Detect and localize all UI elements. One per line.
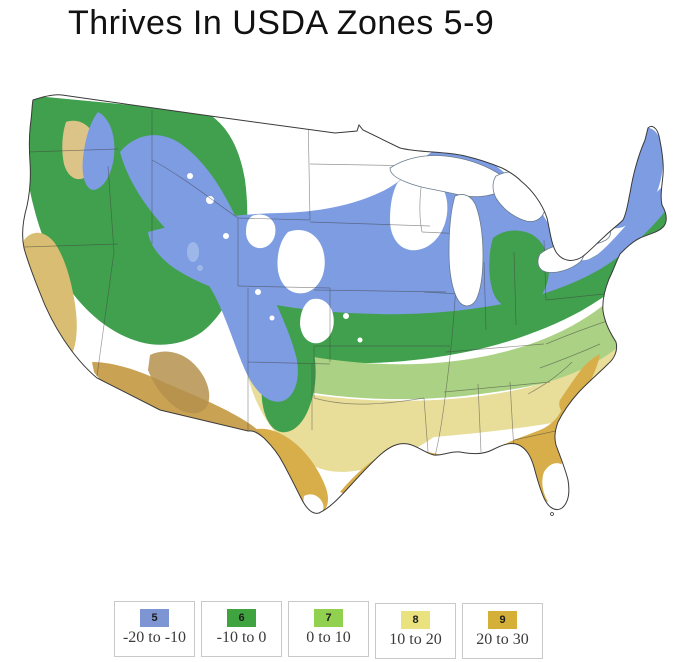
zone-legend: 5 -20 to -10 6 -10 to 0 7 0 to 10 8 10 t… — [114, 601, 543, 659]
usa-hardiness-map — [0, 50, 679, 590]
zone-5-swatch: 5 — [140, 609, 169, 627]
legend-item-zone-7: 7 0 to 10 — [288, 601, 369, 657]
zone-8-swatch: 8 — [401, 611, 430, 629]
zone-9-swatch: 9 — [488, 611, 517, 629]
zone-8-range: 10 to 20 — [389, 631, 442, 648]
legend-item-zone-8: 8 10 to 20 — [375, 603, 456, 659]
state-borders — [23, 110, 611, 457]
zone-7-swatch: 7 — [314, 609, 343, 627]
zone-6-swatch: 6 — [227, 609, 256, 627]
zone-7-range: 0 to 10 — [306, 629, 351, 646]
great-lakes — [389, 155, 611, 307]
zone-6-range: -10 to 0 — [216, 629, 267, 646]
zone-5-number: 5 — [151, 612, 158, 624]
legend-item-zone-5: 5 -20 to -10 — [114, 601, 195, 657]
zone-7-number: 7 — [325, 612, 332, 624]
zone-9-range: 20 to 30 — [476, 631, 529, 648]
florida-keys — [550, 512, 554, 516]
usa-map-svg — [22, 94, 667, 516]
zone-9-number: 9 — [499, 614, 506, 626]
zone-8-number: 8 — [412, 614, 419, 626]
page-title: Thrives In USDA Zones 5-9 — [68, 4, 495, 42]
zone-5-range: -20 to -10 — [122, 629, 187, 646]
zone-6-number: 6 — [238, 612, 245, 624]
legend-item-zone-9: 9 20 to 30 — [462, 603, 543, 659]
us-outline — [22, 94, 667, 514]
legend-item-zone-6: 6 -10 to 0 — [201, 601, 282, 657]
